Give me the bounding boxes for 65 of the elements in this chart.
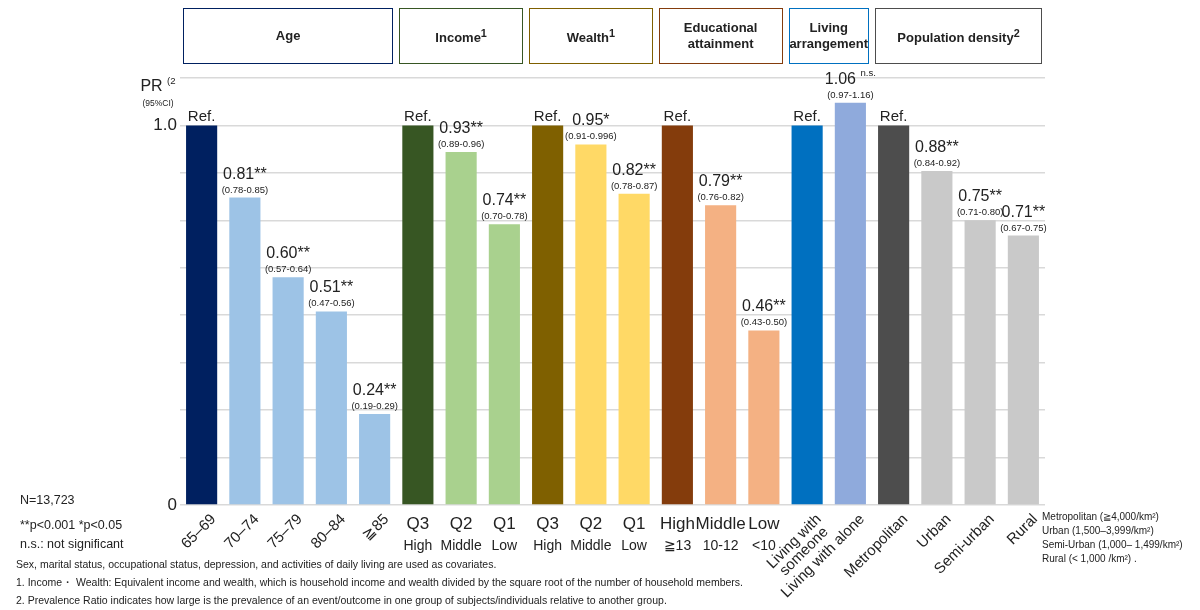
x-tick-label: High ≧13 — [659, 514, 695, 553]
text: n.s.: not significant — [20, 536, 124, 553]
data-label: 0.51** (0.47-0.56) — [308, 278, 355, 309]
text: 2. Prevalence Ratio indicates how large is the prevalence of an event/outcome in one group of subjects/individuals relative to another group. — [16, 593, 668, 608]
data-label: 1.06 n.s. (0.97-1.16) — [824, 67, 876, 100]
bar — [532, 125, 564, 505]
text: N=13,723 — [20, 492, 76, 509]
text: Metropolitan (≧4,000/km²) — [1042, 510, 1160, 524]
bar — [272, 277, 304, 505]
bar — [445, 152, 477, 505]
bar — [661, 125, 693, 505]
data-label: Ref. — [187, 107, 216, 125]
y-tick-label: 0 — [167, 494, 177, 514]
bar — [921, 170, 953, 505]
bar — [618, 193, 650, 505]
text: Semi-Urban (1,000– 1,499/km²) — [1042, 538, 1183, 552]
data-label: 0.95* (0.91-0.996) — [565, 111, 617, 142]
x-tick-label: Q1 Low — [491, 514, 519, 553]
bar — [186, 125, 218, 505]
text: Age — [275, 28, 301, 44]
data-label: Ref. — [533, 107, 562, 125]
data-label: Ref. — [879, 107, 908, 125]
data-label: Ref. — [663, 107, 692, 125]
data-label: 0.24** (0.19-0.29) — [351, 380, 398, 411]
bar — [878, 125, 910, 505]
data-label: Ref. — [793, 107, 821, 125]
x-tick-label: Q1 Low — [621, 514, 648, 553]
bar — [834, 102, 866, 505]
bar — [791, 125, 823, 505]
y-tick-label: 1.0 — [153, 115, 177, 135]
text: Living arrangement — [789, 20, 869, 52]
bar — [359, 413, 391, 505]
data-label: 0.60** (0.57-0.64) — [264, 244, 312, 275]
x-tick-label: Q2 Middle — [440, 514, 482, 553]
text: Population density$^{2}$ — [897, 26, 1020, 47]
bar — [1007, 235, 1039, 505]
x-tick-label: Q3 High — [403, 514, 433, 553]
bar — [402, 125, 434, 505]
data-label: 0.93** (0.89-0.96) — [437, 119, 485, 150]
text: Rural (< 1,000 /km²) . — [1042, 552, 1138, 566]
text: Wealth$^{1}$ — [566, 26, 616, 47]
text: Educational attainment — [682, 20, 759, 52]
bar — [964, 220, 996, 505]
bar — [748, 330, 780, 505]
bar — [575, 144, 607, 505]
text: PR (2 (95%CI) — [140, 74, 176, 108]
bar — [488, 224, 520, 505]
text: Sex, marital status, occupational status, depression, and activities of daily living are used as covariates. — [16, 557, 498, 572]
x-tick-label: Q3 High — [533, 514, 563, 553]
x-tick-label: Middle 10-12 — [695, 514, 746, 553]
data-label: 0.46** (0.43-0.50) — [740, 297, 788, 328]
data-label: 0.74** (0.70-0.78) — [481, 191, 528, 222]
data-label: Ref. — [404, 107, 432, 125]
text: Urban (1,500–3,999/km²) — [1042, 524, 1155, 538]
bar — [229, 197, 261, 505]
x-tick-label: Q2 Middle — [570, 514, 612, 553]
bar — [315, 311, 347, 505]
text: **p<0.001 *p<0.05 — [20, 517, 124, 534]
bar — [705, 205, 737, 505]
data-label: 0.82** (0.78-0.87) — [610, 160, 658, 191]
text: Income$^{1}$ — [435, 26, 487, 47]
data-label: 0.88** (0.84-0.92) — [913, 137, 961, 168]
text: 1. Income・ Wealth: Equivalent income and wealth, which is household income and wealth divided by the square root of the number of household members. — [16, 575, 743, 590]
data-label: 0.81** (0.78-0.85) — [221, 164, 269, 195]
data-label: 0.79** (0.76-0.82) — [697, 172, 744, 203]
